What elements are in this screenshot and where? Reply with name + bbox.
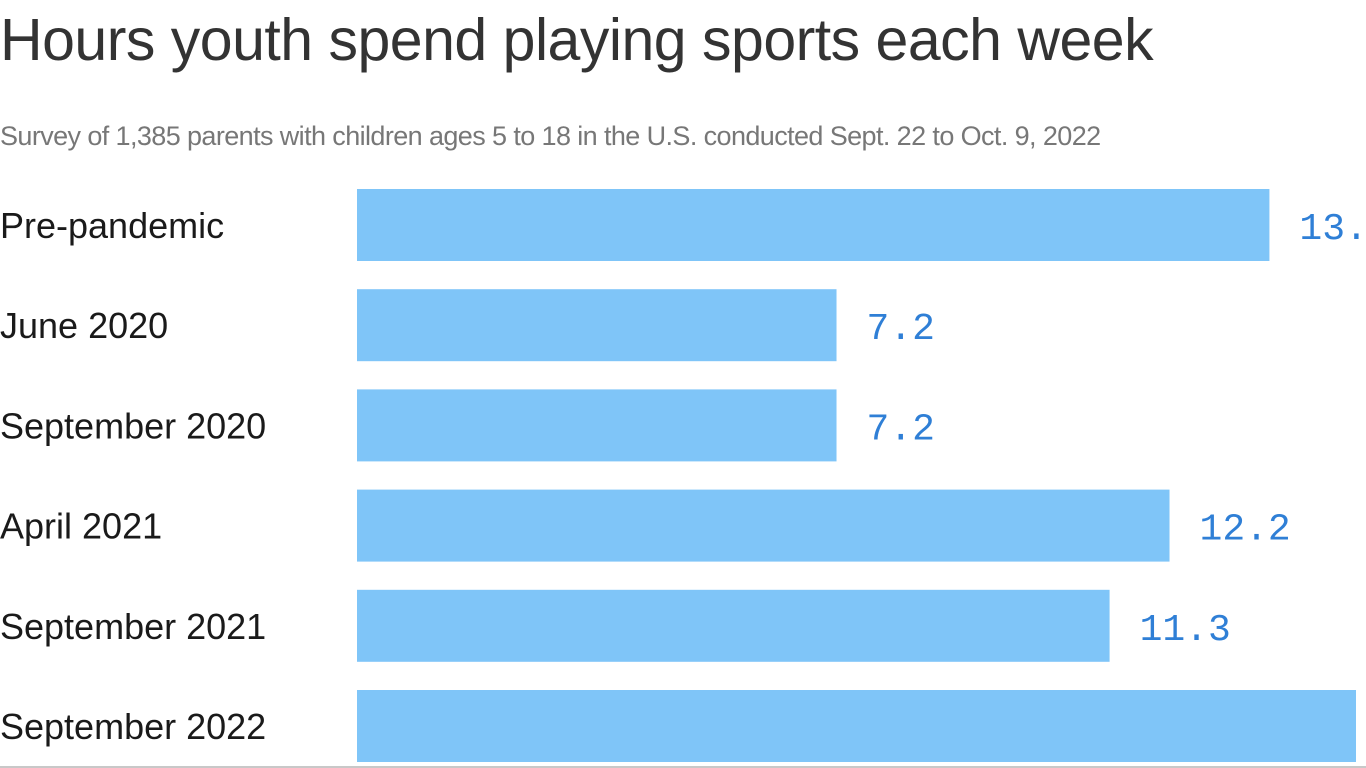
bar-2 xyxy=(357,389,837,462)
value-label-4: 11.3 xyxy=(1140,609,1231,652)
bar-1 xyxy=(357,289,837,362)
value-label-1: 7.2 xyxy=(867,308,935,351)
chart-subtitle: Survey of 1,385 parents with children ag… xyxy=(0,121,1101,151)
bar-4 xyxy=(357,589,1110,662)
value-label-2: 7.2 xyxy=(867,408,935,451)
bar-0 xyxy=(357,189,1270,261)
bar-5 xyxy=(357,690,1356,762)
chart-title: Hours youth spend playing sports each we… xyxy=(0,7,1154,73)
category-label-1: June 2020 xyxy=(0,305,168,346)
bar-3 xyxy=(357,489,1170,562)
category-label-2: September 2020 xyxy=(0,405,266,446)
bottom-divider xyxy=(0,766,1366,768)
category-label-0: Pre-pandemic xyxy=(0,205,224,246)
value-label-0: 13.7 xyxy=(1299,208,1366,251)
value-label-3: 12.2 xyxy=(1200,509,1291,552)
category-label-5: September 2022 xyxy=(0,706,266,747)
category-label-3: April 2021 xyxy=(0,506,162,547)
category-label-4: September 2021 xyxy=(0,606,266,647)
